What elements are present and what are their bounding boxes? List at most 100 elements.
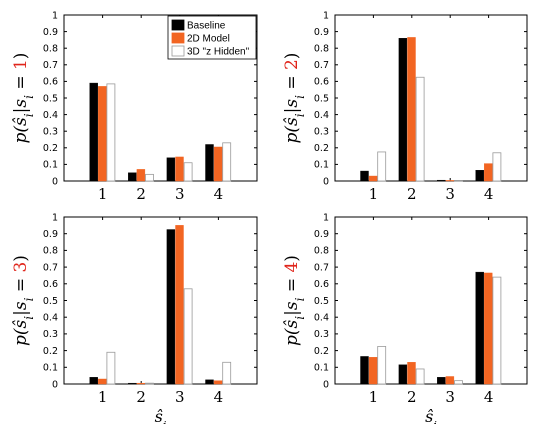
bar-3d-hidden-cat-2 [145, 173, 154, 182]
x-tick-label: 4 [214, 388, 224, 406]
y-label-part: p(ŝ [282, 319, 302, 346]
y-tick-label: 0 [323, 379, 329, 390]
bar-2d-model-cat-4 [484, 272, 493, 385]
x-tick-label: 2 [136, 388, 146, 406]
bar-baseline-cat-1 [89, 377, 98, 385]
y-axis-label: p(ŝi|si = 2) [282, 53, 307, 144]
y-tick-label: 0.8 [314, 44, 329, 55]
y-label-part: 4 [282, 262, 302, 273]
y-tick-label: 0.5 [314, 93, 329, 104]
y-tick-label: 0.4 [43, 110, 58, 121]
x-tick-label: 1 [98, 388, 108, 406]
bar-3d-hidden-cat-1 [106, 83, 116, 182]
y-label-part: i [22, 316, 36, 320]
y-tick-label: 0.3 [314, 329, 329, 340]
y-tick-label: 0.3 [43, 329, 58, 340]
bar-3d-hidden-cat-1 [377, 346, 387, 385]
bar-2d-model-cat-3 [175, 156, 184, 182]
x-tick-label: 3 [445, 185, 455, 203]
chart-panel-4: 00.10.20.30.40.50.60.70.80.911 2 3 4p(ŝi|si… [282, 212, 528, 424]
bar-2d-model-cat-2 [407, 362, 416, 385]
y-tick-label: 0.7 [43, 60, 58, 71]
y-label-part: i [22, 113, 36, 117]
chart-panel-2: 00.10.20.30.40.50.60.70.80.911 2 3 4p(ŝi|si… [282, 10, 528, 203]
bar-2d-model-cat-4 [213, 380, 223, 385]
y-tick-label: 0.6 [43, 77, 58, 88]
x-tick-label: 4 [484, 185, 494, 203]
bar-2d-model-cat-1 [98, 378, 107, 385]
bar-3d-hidden-cat-3 [183, 288, 193, 385]
bar-3d-hidden-cat-3 [183, 162, 193, 182]
y-label-part: |s [282, 99, 302, 114]
y-tick-label: 0.9 [43, 27, 58, 38]
bar-2d-model-cat-2 [136, 382, 146, 385]
y-tick-label: 0.8 [43, 44, 58, 55]
y-tick-label: 0.8 [43, 246, 58, 257]
x-axis-label: ŝi [155, 407, 167, 424]
legend-swatch-2d-model [171, 32, 185, 44]
y-tick-label: 0.2 [314, 143, 329, 154]
plot-frame [63, 216, 258, 385]
bar-baseline-cat-4 [205, 379, 214, 385]
bar-2d-model-cat-1 [368, 175, 378, 182]
bar-baseline-cat-1 [360, 170, 369, 182]
y-tick-label: 0.7 [314, 262, 329, 273]
y-label-part: = [282, 70, 302, 95]
y-tick-label: 0.1 [314, 363, 329, 374]
bar-3d-hidden-cat-2 [415, 76, 425, 182]
bar-3d-hidden-cat-4 [222, 142, 232, 182]
y-label-part: 1 [11, 59, 31, 70]
y-tick-label: 1 [52, 212, 58, 223]
y-tick-label: 1 [52, 10, 58, 21]
x-tick-label: 3 [175, 185, 185, 203]
y-tick-label: 0.5 [43, 296, 58, 307]
x-tick-label: 2 [407, 388, 417, 406]
y-tick-label: 0.2 [43, 143, 58, 154]
y-label-part: p(ŝ [11, 117, 31, 144]
y-label-part: = [11, 70, 31, 95]
y-tick-label: 0.7 [314, 60, 329, 71]
bar-baseline-cat-4 [475, 271, 484, 385]
bar-2d-model-cat-1 [98, 86, 107, 182]
y-label-part: ) [282, 53, 302, 60]
bar-2d-model-cat-3 [445, 376, 455, 385]
chart-panel-3: 00.10.20.30.40.50.60.70.80.911 2 3 4p(ŝi|si… [11, 212, 258, 424]
y-label-part: |s [282, 301, 302, 316]
bar-baseline-cat-2 [128, 382, 137, 385]
bar-baseline-cat-4 [205, 144, 214, 182]
bar-3d-hidden-cat-4 [222, 361, 232, 385]
y-label-part: |s [11, 301, 31, 316]
legend: Baseline 2D Model 3D "z Hidden" [167, 15, 257, 60]
y-tick-label: 0 [323, 176, 329, 187]
y-tick-label: 0.4 [43, 313, 58, 324]
bar-2d-model-cat-4 [213, 146, 223, 182]
x-label-sub: i [433, 419, 437, 424]
y-label-part: p(ŝ [11, 319, 31, 346]
bar-baseline-cat-1 [89, 82, 98, 182]
x-tick-label: 1 [369, 388, 379, 406]
y-tick-label: 0.2 [314, 346, 329, 357]
x-tick-label: 3 [175, 388, 185, 406]
y-label-part: 2 [282, 59, 302, 70]
y-tick-label: 0.3 [43, 127, 58, 138]
x-tick-label: 2 [407, 185, 417, 203]
bar-baseline-cat-2 [398, 38, 408, 182]
bar-baseline-cat-3 [437, 377, 446, 385]
chart-panel-1: 00.10.20.30.40.50.60.70.80.911 2 3 4p(ŝi|si… [11, 10, 258, 203]
bar-baseline-cat-3 [166, 157, 176, 182]
bar-2d-model-cat-4 [484, 163, 493, 182]
bar-2d-model-cat-2 [407, 37, 416, 182]
bar-3d-hidden-cat-2 [415, 368, 425, 385]
y-label-part: = [282, 273, 302, 298]
bar-2d-model-cat-3 [175, 225, 184, 385]
y-tick-label: 0.6 [314, 77, 329, 88]
y-label-part: = [11, 273, 31, 298]
y-tick-label: 0.3 [314, 127, 329, 138]
legend-label-2d-model: 2D Model [187, 34, 230, 45]
x-tick-label: 1 [98, 185, 108, 203]
x-tick-label: 4 [484, 388, 494, 406]
y-tick-label: 0.9 [314, 27, 329, 38]
legend-swatch-3d-hidden [171, 45, 185, 57]
y-axis-label: p(ŝi|si = 3) [11, 255, 36, 346]
